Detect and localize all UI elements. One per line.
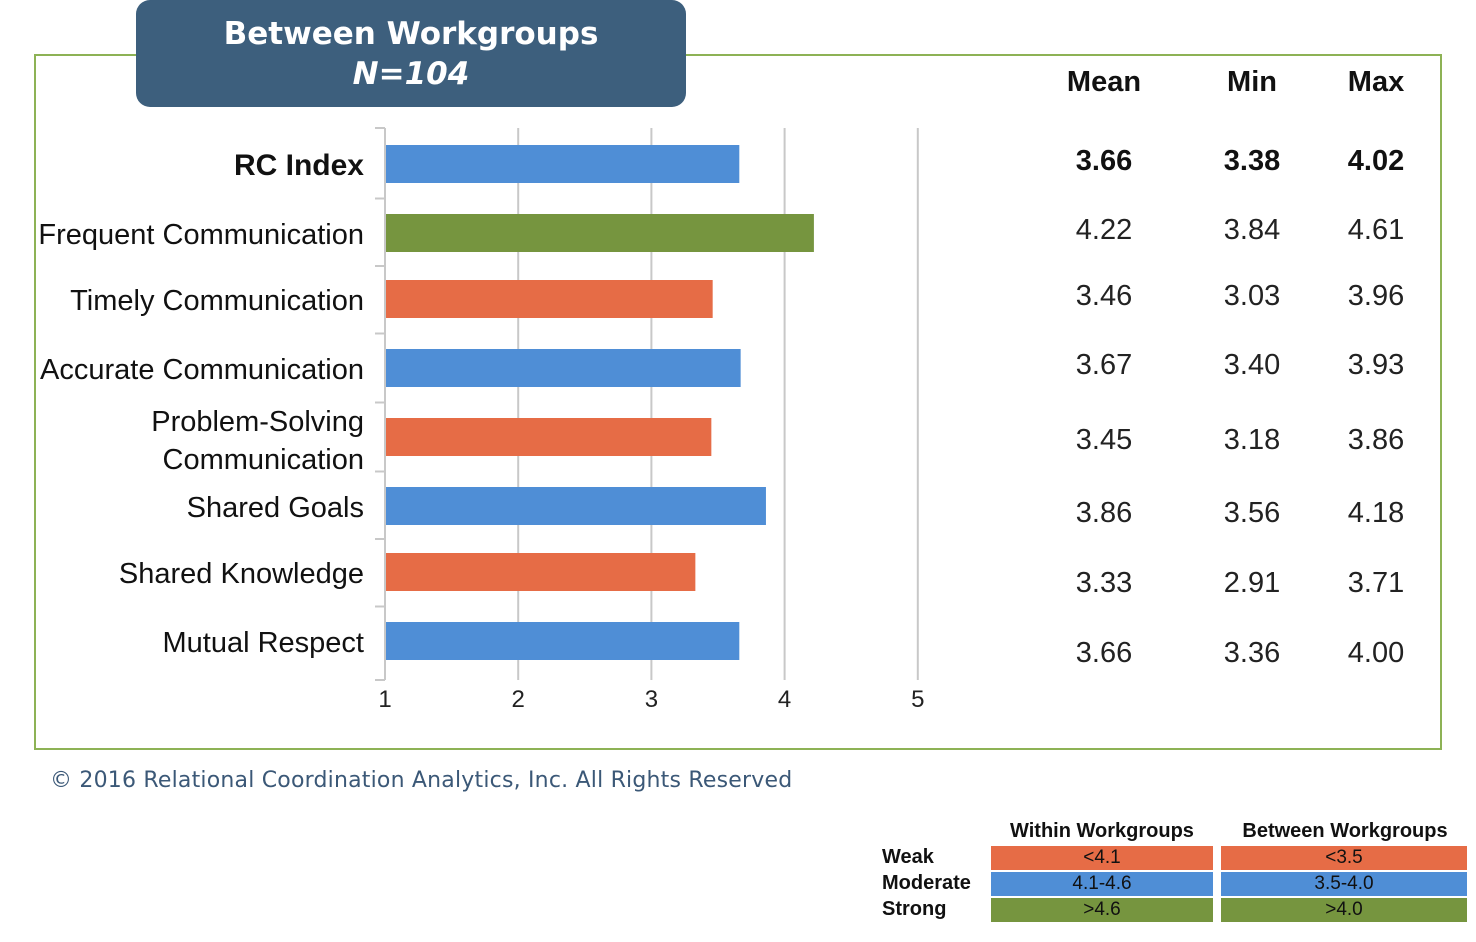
min-value: 3.40: [1223, 349, 1281, 381]
sample-size: N=104: [352, 56, 470, 92]
min-value: 3.56: [1223, 497, 1281, 529]
mean-value: 3.66: [1075, 145, 1133, 177]
min-value: 3.36: [1223, 637, 1281, 669]
mean-value: 3.66: [1075, 637, 1133, 669]
legend-header-between: Between Workgroups: [1242, 820, 1448, 842]
category-label: RC Index: [234, 149, 364, 182]
mean-value: 3.46: [1075, 280, 1133, 312]
threshold-legend: Within Workgroups Between Workgroups Wea…: [880, 818, 1470, 928]
legend-header-within: Within Workgroups: [1010, 820, 1194, 842]
x-tick-label: 1: [378, 686, 391, 713]
legend-cell-strong-between: >4.0: [1221, 898, 1467, 922]
legend-label-strong: Strong: [882, 898, 947, 920]
bar: [386, 145, 740, 183]
min-header: Min: [1227, 66, 1277, 98]
x-tick-label: 4: [778, 686, 791, 713]
bar: [386, 553, 696, 591]
x-tick-label: 3: [645, 686, 658, 713]
x-tick-label: 2: [512, 686, 525, 713]
legend-cell-moderate-within: 4.1-4.6: [991, 872, 1213, 896]
max-value: 3.93: [1347, 349, 1405, 381]
max-value: 4.61: [1347, 214, 1405, 246]
mean-value: 4.22: [1075, 214, 1133, 246]
category-label: Problem-Solving Communication: [151, 406, 364, 476]
category-label: Shared Knowledge: [119, 558, 364, 590]
bar: [386, 280, 713, 318]
chart-frame: [34, 54, 1442, 750]
max-value: 4.02: [1347, 145, 1405, 177]
bar: [386, 418, 712, 456]
min-value: 3.38: [1223, 145, 1281, 177]
legend-cell-moderate-between: 3.5-4.0: [1221, 872, 1467, 896]
category-label: Frequent Communication: [38, 219, 364, 251]
legend-cell-weak-within: <4.1: [991, 846, 1213, 870]
max-value: 3.96: [1347, 280, 1405, 312]
chart-title: Between Workgroups: [223, 16, 599, 52]
legend-label-weak: Weak: [882, 846, 934, 868]
category-label: Timely Communication: [70, 285, 364, 317]
title-box: Between Workgroups N=104: [136, 0, 686, 107]
mean-value: 3.67: [1075, 349, 1133, 381]
max-value: 4.18: [1347, 497, 1405, 529]
min-value: 3.84: [1223, 214, 1281, 246]
legend-cell-weak-between: <3.5: [1221, 846, 1467, 870]
mean-value: 3.33: [1075, 567, 1133, 599]
min-value: 3.03: [1223, 280, 1281, 312]
category-label: Mutual Respect: [163, 627, 365, 659]
max-value: 4.00: [1347, 637, 1405, 669]
mean-value: 3.45: [1075, 424, 1133, 456]
max-value: 3.71: [1347, 567, 1405, 599]
mean-header: Mean: [1066, 66, 1142, 98]
mean-value: 3.86: [1075, 497, 1133, 529]
x-tick-label: 5: [911, 686, 924, 713]
max-value: 3.86: [1347, 424, 1405, 456]
min-value: 3.18: [1223, 424, 1281, 456]
bar: [386, 349, 741, 387]
legend-cell-strong-within: >4.6: [991, 898, 1213, 922]
category-label: Shared Goals: [187, 492, 364, 524]
category-label: Accurate Communication: [40, 354, 364, 386]
bar: [386, 214, 814, 252]
bar: [386, 622, 740, 660]
max-header: Max: [1347, 66, 1405, 98]
copyright-notice: © 2016 Relational Coordination Analytics…: [50, 768, 793, 793]
legend-label-moderate: Moderate: [882, 872, 971, 894]
min-value: 2.91: [1223, 567, 1281, 599]
bar: [386, 487, 766, 525]
